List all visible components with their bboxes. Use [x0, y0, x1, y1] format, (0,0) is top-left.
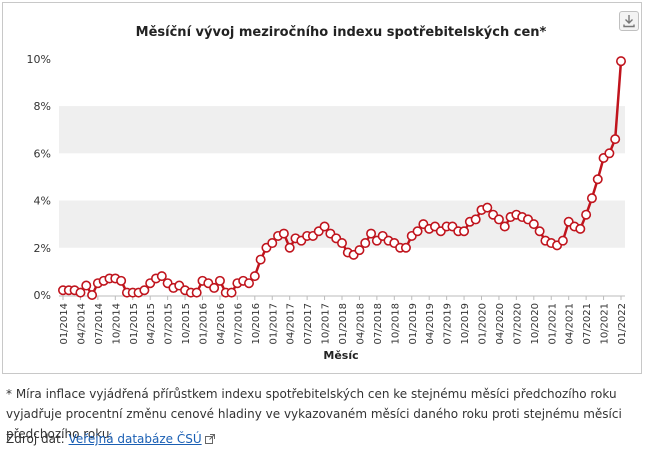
x-tick-label: 07/2015	[164, 303, 175, 345]
x-tick-label: 04/2015	[146, 303, 157, 345]
x-tick-label: 10/2020	[530, 303, 541, 345]
data-point	[226, 287, 237, 298]
x-tick-label: 01/2018	[338, 303, 349, 345]
x-tick-label: 10/2014	[111, 303, 122, 345]
footnote: * Míra inflace vyjádřená přírůstkem inde…	[6, 387, 622, 441]
x-tick-label: 01/2022	[617, 303, 628, 345]
x-tick-label: 07/2017	[303, 303, 314, 345]
data-point	[81, 280, 92, 291]
series-cpi	[57, 56, 626, 300]
data-point	[575, 223, 586, 234]
data-point	[615, 56, 626, 67]
data-point	[400, 242, 411, 253]
data-point	[354, 245, 365, 256]
x-tick-label: 04/2014	[76, 303, 87, 345]
data-point	[244, 278, 255, 289]
x-tick-label: 07/2016	[233, 303, 244, 345]
source-label: Zdroj dat:	[6, 432, 65, 446]
x-tick-label: 01/2017	[268, 303, 279, 345]
data-point	[191, 287, 202, 298]
x-tick-label: 04/2019	[425, 303, 436, 345]
data-point	[592, 174, 603, 185]
y-tick-label: 2%	[34, 242, 51, 255]
data-point	[604, 148, 615, 159]
source-link[interactable]: Veřejná databáze ČSÚ	[68, 432, 202, 446]
line-chart: Měsíční vývoj meziročního indexu spotřeb…	[27, 25, 628, 362]
grid-band	[59, 106, 625, 154]
x-tick-label: 04/2018	[355, 303, 366, 345]
data-point	[482, 202, 493, 213]
data-point	[534, 226, 545, 237]
data-point	[255, 254, 266, 265]
x-axis: 01/2014 04/2014 07/2014 10/2014 01/2015 04/20…	[59, 295, 628, 345]
data-point	[87, 289, 98, 300]
y-tick-label: 0%	[34, 289, 51, 302]
x-tick-label: 10/2016	[251, 303, 262, 345]
data-point	[586, 193, 597, 204]
data-point	[557, 235, 568, 246]
series-line	[63, 61, 623, 297]
x-tick-label: 01/2020	[478, 303, 489, 345]
x-tick-label: 04/2021	[565, 303, 576, 345]
x-tick-label: 07/2020	[512, 303, 523, 345]
x-tick-label: 07/2018	[373, 303, 384, 345]
x-tick-label: 01/2019	[408, 303, 419, 345]
chart-container: Měsíční vývoj meziročního indexu spotřeb…	[2, 2, 642, 374]
data-point	[116, 275, 127, 286]
external-link-icon	[204, 434, 215, 444]
data-point	[366, 228, 377, 239]
x-tick-label: 07/2014	[94, 303, 105, 345]
x-tick-label: 10/2015	[181, 303, 192, 345]
x-tick-label: 07/2019	[443, 303, 454, 345]
x-tick-label: 10/2017	[321, 303, 332, 345]
x-tick-label: 01/2015	[129, 303, 140, 345]
y-tick-label: 6%	[34, 147, 51, 160]
y-tick-label: 4%	[34, 195, 51, 208]
data-point	[284, 242, 295, 253]
download-button[interactable]	[619, 11, 639, 31]
chart-title: Měsíční vývoj meziročního indexu spotřeb…	[136, 25, 547, 40]
data-point	[459, 226, 470, 237]
data-point	[278, 228, 289, 239]
x-tick-label: 07/2021	[582, 303, 593, 345]
data-point	[214, 275, 225, 286]
data-source: Zdroj dat: Veřejná databáze ČSÚ	[6, 432, 215, 446]
y-axis: 0% 2% 4% 6% 8% 10%	[27, 53, 51, 302]
x-tick-label: 10/2018	[390, 303, 401, 345]
x-tick-label: 04/2017	[286, 303, 297, 345]
download-icon	[623, 15, 635, 28]
data-point	[412, 226, 423, 237]
x-tick-label: 10/2019	[460, 303, 471, 345]
x-tick-label: 04/2020	[495, 303, 506, 345]
data-point	[139, 285, 150, 296]
data-point	[267, 238, 278, 249]
data-point	[156, 271, 167, 282]
data-point	[319, 221, 330, 232]
data-point	[209, 282, 220, 293]
data-point	[360, 238, 371, 249]
data-point	[470, 214, 481, 225]
data-point	[249, 271, 260, 282]
y-tick-label: 10%	[27, 53, 51, 66]
x-axis-label: Měsíc	[323, 349, 358, 362]
data-point	[336, 238, 347, 249]
x-tick-label: 01/2021	[547, 303, 558, 345]
y-tick-label: 8%	[34, 100, 51, 113]
x-tick-label: 10/2021	[600, 303, 611, 345]
data-point	[493, 214, 504, 225]
data-point	[610, 134, 621, 145]
x-tick-label: 04/2016	[216, 303, 227, 345]
data-point	[499, 221, 510, 232]
data-point	[75, 287, 86, 298]
data-point	[528, 219, 539, 230]
x-tick-label: 01/2014	[59, 303, 70, 345]
data-point	[581, 209, 592, 220]
x-tick-label: 01/2016	[199, 303, 210, 345]
